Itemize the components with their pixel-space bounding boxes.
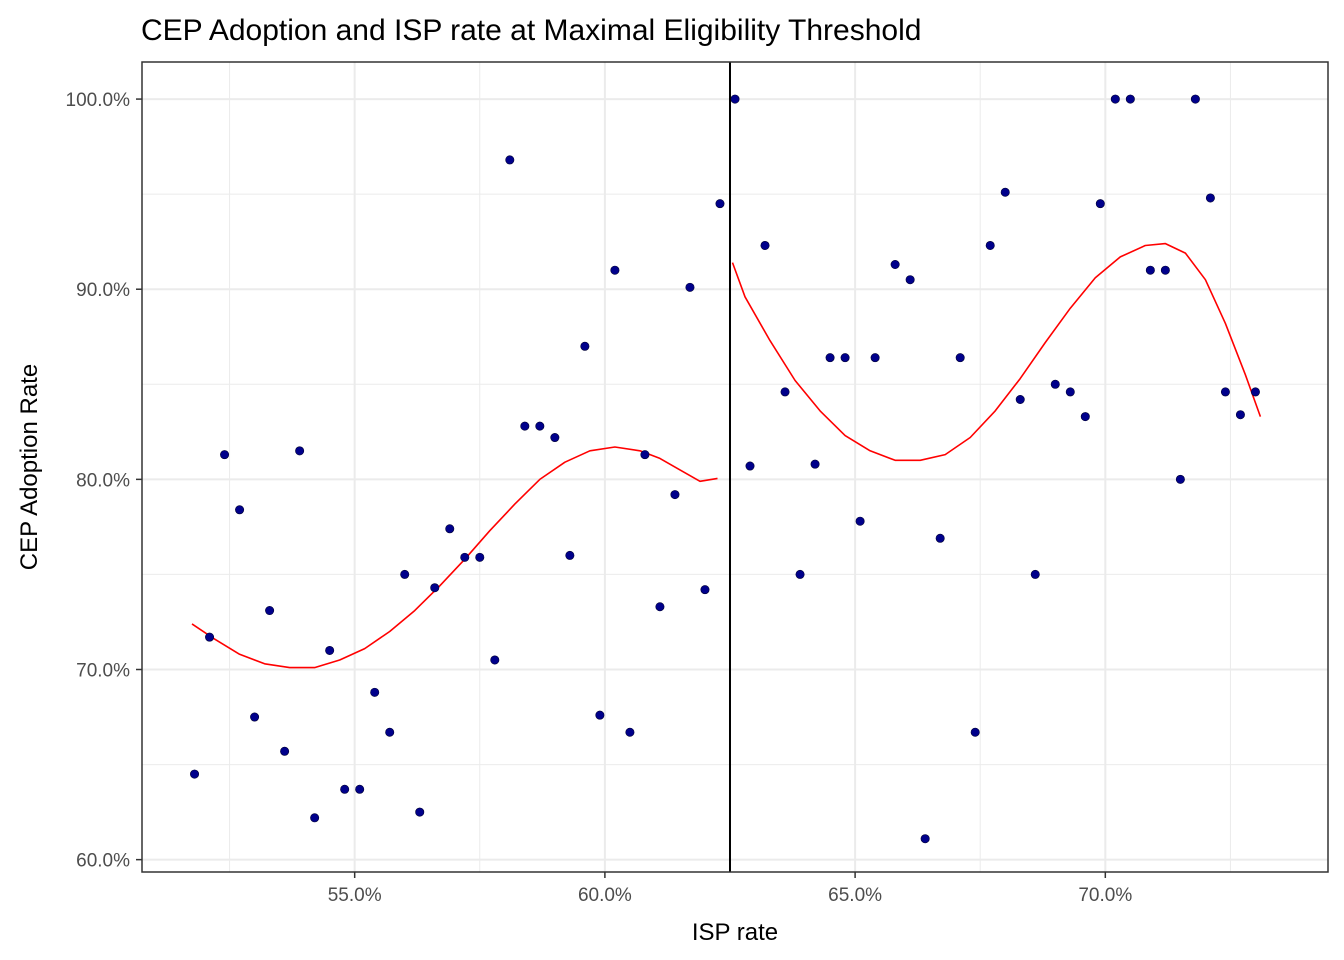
data-point [745,461,755,471]
data-point [780,387,790,397]
data-point [1160,265,1170,275]
data-point [890,259,900,269]
data-point [580,341,590,351]
data-point [310,813,320,823]
data-point [905,275,915,285]
data-point [1110,94,1120,104]
data-point [825,353,835,363]
y-axis-ticks: 60.0% 70.0% 80.0% 90.0% 100.0% [66,90,142,872]
data-point [190,769,200,779]
grid-major [142,62,1328,872]
y-tick-label: 60.0% [76,851,130,872]
data-point [1190,94,1200,104]
data-point [265,606,275,616]
data-point [1065,387,1075,397]
data-point [355,784,365,794]
data-point [550,433,560,443]
data-point [205,632,215,642]
data-point [235,505,245,515]
data-point [810,459,820,469]
data-point [655,602,665,612]
data-point [870,353,880,363]
data-point [685,282,695,292]
data-point [490,655,500,665]
data-point [1000,187,1010,197]
data-point [985,240,995,250]
data-point [1095,199,1105,209]
data-point [1015,394,1025,404]
data-point [955,353,965,363]
data-point [475,552,485,562]
data-point [840,353,850,363]
y-axis-title: CEP Adoption Rate [16,364,43,570]
data-point [250,712,260,722]
points [190,94,1260,844]
data-point [730,94,740,104]
x-tick-label: 70.0% [1078,885,1132,906]
x-tick-label: 55.0% [328,885,382,906]
data-point [295,446,305,456]
data-point [760,240,770,250]
data-point [855,516,865,526]
data-point [415,807,425,817]
data-point [1205,193,1215,203]
data-point [370,687,380,697]
x-axis-ticks: 55.0% 60.0% 65.0% 70.0% [328,872,1132,906]
data-point [505,155,515,165]
data-point [340,784,350,794]
data-point [1030,569,1040,579]
data-point [430,583,440,593]
data-point [1235,410,1245,420]
data-point [795,569,805,579]
data-point [670,490,680,500]
plot-frame [141,61,1329,873]
y-tick-label: 80.0% [76,470,130,491]
data-point [1175,474,1185,484]
y-tick-label: 100.0% [66,90,131,111]
data-point [220,450,230,460]
data-point [610,265,620,275]
y-tick-label: 90.0% [76,280,130,301]
x-tick-label: 65.0% [828,885,882,906]
data-point [1080,412,1090,422]
data-point [640,450,650,460]
fit-curve-right [731,242,1262,462]
y-tick-label: 70.0% [76,661,130,682]
data-point [970,727,980,737]
data-point [1250,387,1260,397]
data-point [920,834,930,844]
data-point [700,585,710,595]
x-tick-label: 60.0% [578,885,632,906]
data-point [1220,387,1230,397]
data-point [400,569,410,579]
data-point [460,552,470,562]
data-point [1145,265,1155,275]
data-point [595,710,605,720]
x-axis-title: ISP rate [692,919,778,946]
chart-title: CEP Adoption and ISP rate at Maximal Eli… [141,14,921,47]
plot-panel [142,62,1328,872]
data-point [715,199,725,209]
data-point [935,533,945,543]
data-point [535,421,545,431]
data-point [1125,94,1135,104]
data-point [565,550,575,560]
data-point [445,524,455,534]
data-point [385,727,395,737]
data-point [325,645,335,655]
data-point [520,421,530,431]
data-point [280,746,290,756]
data-point [625,727,635,737]
data-point [1050,379,1060,389]
